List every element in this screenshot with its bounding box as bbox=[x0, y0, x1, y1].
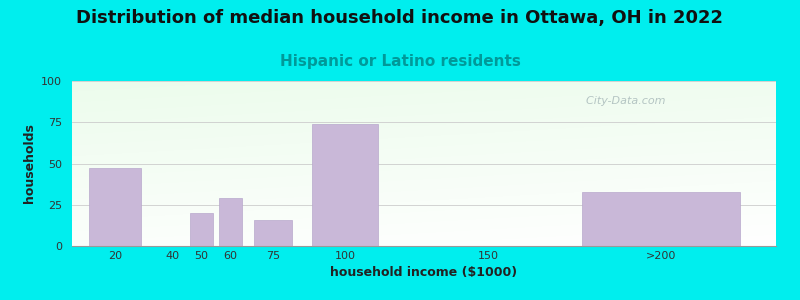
Bar bbox=[218, 198, 242, 246]
Bar bbox=[90, 168, 141, 246]
Bar bbox=[190, 213, 213, 246]
Y-axis label: households: households bbox=[22, 124, 36, 203]
Text: City-Data.com: City-Data.com bbox=[579, 96, 666, 106]
X-axis label: household income ($1000): household income ($1000) bbox=[330, 266, 518, 279]
Bar bbox=[582, 191, 740, 246]
Text: Distribution of median household income in Ottawa, OH in 2022: Distribution of median household income … bbox=[77, 9, 723, 27]
Bar bbox=[254, 220, 292, 246]
Bar bbox=[312, 124, 378, 246]
Text: Hispanic or Latino residents: Hispanic or Latino residents bbox=[279, 54, 521, 69]
